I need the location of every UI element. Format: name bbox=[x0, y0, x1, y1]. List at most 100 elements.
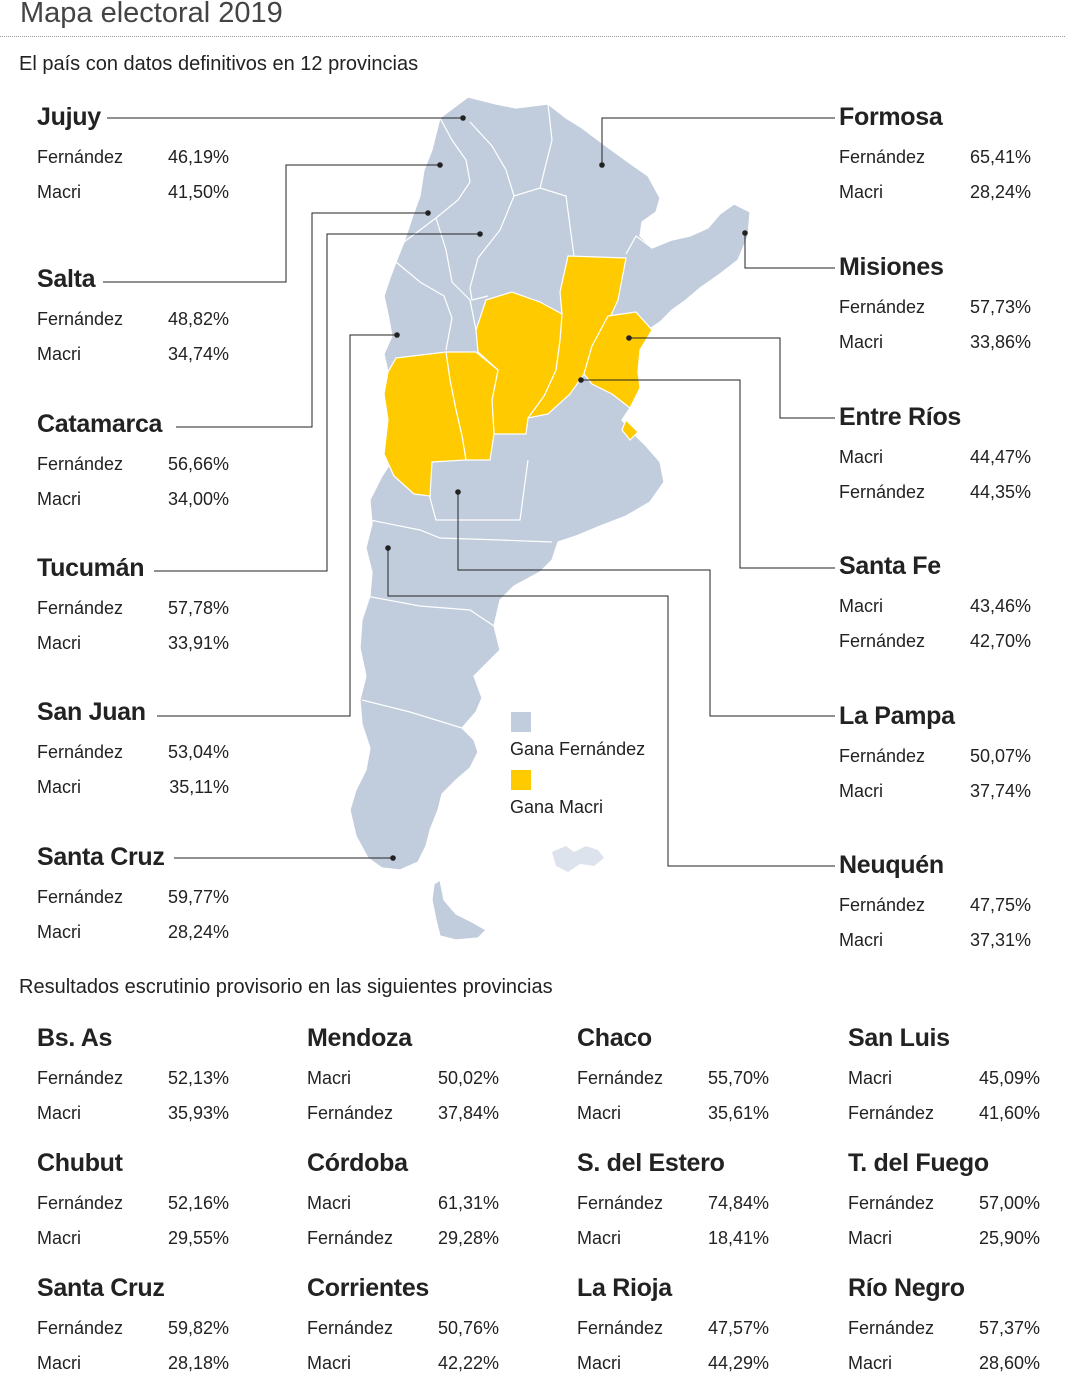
malvinas-shape bbox=[552, 846, 604, 872]
leader-dot bbox=[626, 335, 632, 341]
candidate-name: Fernández bbox=[37, 1193, 124, 1213]
candidate-name: Macri bbox=[37, 182, 81, 202]
vote-percentage: 45,09% bbox=[978, 1068, 1040, 1088]
province-name: Chubut bbox=[37, 1149, 123, 1177]
candidate-name: Macri bbox=[577, 1228, 621, 1248]
result-row: Fernández 59,82% bbox=[37, 1318, 229, 1340]
result-row: Macri 35,93% bbox=[37, 1103, 229, 1125]
vote-percentage: 37,31% bbox=[969, 930, 1031, 950]
candidate-name: Fernández bbox=[839, 147, 926, 167]
vote-percentage: 61,31% bbox=[437, 1193, 499, 1213]
candidate-name: Macri bbox=[307, 1068, 351, 1088]
leader-line-formosa bbox=[601, 117, 835, 165]
leader-line-san-juan bbox=[157, 334, 397, 717]
candidate-name: Fernández bbox=[37, 147, 124, 167]
vote-percentage: 35,61% bbox=[707, 1103, 769, 1123]
candidate-name: Fernández bbox=[839, 482, 926, 502]
result-row: Fernández 44,35% bbox=[839, 482, 1031, 504]
result-row: Macri 28,18% bbox=[37, 1353, 229, 1375]
title-divider bbox=[0, 36, 1065, 37]
candidate-name: Fernández bbox=[37, 742, 124, 762]
vote-percentage: 33,91% bbox=[167, 633, 229, 653]
candidate-name: Fernández bbox=[577, 1068, 664, 1088]
province-name: Santa Cruz bbox=[37, 1274, 165, 1302]
result-row: Fernández 57,00% bbox=[848, 1193, 1040, 1215]
province-name: Bs. As bbox=[37, 1024, 113, 1052]
candidate-name: Fernández bbox=[839, 895, 926, 915]
leader-dot bbox=[455, 489, 461, 495]
province-shape-mendoza bbox=[383, 351, 467, 497]
legend-label-fernandez: Gana Fernández bbox=[510, 739, 646, 759]
result-row: Fernández 52,16% bbox=[37, 1193, 229, 1215]
result-row: Macri 34,74% bbox=[37, 344, 229, 366]
province-name: La Pampa bbox=[839, 702, 955, 730]
province-name: Río Negro bbox=[848, 1274, 965, 1302]
result-row: Macri 25,90% bbox=[848, 1228, 1040, 1250]
leader-dot bbox=[477, 231, 483, 237]
candidate-name: Macri bbox=[37, 1228, 81, 1248]
section-title-provisional: Resultados escrutinio provisorio en las … bbox=[19, 976, 553, 998]
candidate-name: Fernández bbox=[577, 1318, 664, 1338]
leader-line-tucuman bbox=[154, 233, 480, 572]
result-row: Fernández 57,37% bbox=[848, 1318, 1040, 1340]
result-row: Fernández 47,57% bbox=[577, 1318, 769, 1340]
province-name: Neuquén bbox=[839, 851, 944, 879]
vote-percentage: 57,73% bbox=[969, 297, 1031, 317]
border-line bbox=[625, 235, 653, 255]
border-line bbox=[395, 261, 453, 351]
result-row: Macri 44,29% bbox=[577, 1353, 769, 1375]
vote-percentage: 44,35% bbox=[969, 482, 1031, 502]
leader-line-neuquen bbox=[387, 548, 835, 867]
vote-percentage: 50,07% bbox=[969, 746, 1031, 766]
border-line bbox=[369, 519, 553, 543]
result-row: Fernández 65,41% bbox=[839, 147, 1031, 169]
candidate-name: Macri bbox=[839, 596, 883, 616]
result-row: Fernández 42,70% bbox=[839, 631, 1031, 653]
candidate-name: Fernández bbox=[848, 1193, 935, 1213]
result-row: Macri 41,50% bbox=[37, 182, 229, 204]
legend-label-macri: Gana Macri bbox=[510, 797, 604, 817]
border-line bbox=[469, 195, 515, 301]
vote-percentage: 42,70% bbox=[969, 631, 1031, 651]
fernandez-region bbox=[349, 96, 751, 941]
candidate-name: Macri bbox=[307, 1193, 351, 1213]
result-row: Macri 33,91% bbox=[37, 633, 229, 655]
candidate-name: Macri bbox=[37, 1353, 81, 1373]
result-row: Fernández 57,78% bbox=[37, 598, 229, 620]
result-row: Fernández 41,60% bbox=[848, 1103, 1040, 1125]
macri-region bbox=[383, 255, 653, 497]
result-row: Fernández 52,13% bbox=[37, 1068, 229, 1090]
candidate-name: Fernández bbox=[839, 746, 926, 766]
vote-percentage: 52,16% bbox=[167, 1193, 229, 1213]
province-name: Chaco bbox=[577, 1024, 652, 1052]
vote-percentage: 55,70% bbox=[707, 1068, 769, 1088]
legend-swatch-fernandez bbox=[511, 712, 531, 732]
candidate-name: Macri bbox=[848, 1068, 892, 1088]
candidate-name: Fernández bbox=[307, 1228, 394, 1248]
result-row: Macri 28,24% bbox=[37, 922, 229, 944]
candidate-name: Fernández bbox=[307, 1318, 394, 1338]
result-row: Macri 28,60% bbox=[848, 1353, 1040, 1375]
vote-percentage: 57,00% bbox=[978, 1193, 1040, 1213]
vote-percentage: 42,22% bbox=[437, 1353, 499, 1373]
vote-percentage: 50,76% bbox=[437, 1318, 499, 1338]
result-row: Fernández 47,75% bbox=[839, 895, 1031, 917]
result-row: Fernández 56,66% bbox=[37, 454, 229, 476]
result-row: Macri 37,74% bbox=[839, 781, 1031, 803]
province-name: Misiones bbox=[839, 253, 944, 281]
result-row: Fernández 37,84% bbox=[307, 1103, 499, 1125]
candidate-name: Macri bbox=[37, 922, 81, 942]
result-row: Macri 61,31% bbox=[307, 1193, 499, 1215]
vote-percentage: 34,74% bbox=[167, 344, 229, 364]
province-name: S. del Estero bbox=[577, 1149, 725, 1177]
province-name: T. del Fuego bbox=[848, 1149, 989, 1177]
candidate-name: Macri bbox=[839, 930, 883, 950]
border-line bbox=[539, 103, 553, 189]
vote-percentage: 46,19% bbox=[167, 147, 229, 167]
vote-percentage: 41,50% bbox=[167, 182, 229, 202]
province-shape-tierra-del-fuego bbox=[431, 879, 487, 941]
vote-percentage: 35,93% bbox=[167, 1103, 229, 1123]
province-name: Tucumán bbox=[37, 554, 145, 582]
candidate-name: Fernández bbox=[37, 309, 124, 329]
leader-dot bbox=[385, 545, 391, 551]
